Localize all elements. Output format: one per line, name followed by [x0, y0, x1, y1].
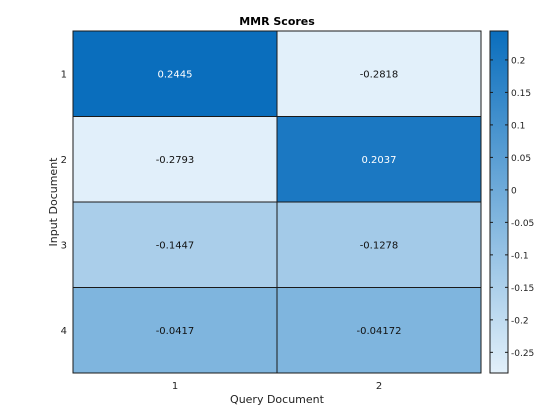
y-axis-ticks: 1 2 3 4 [61, 69, 67, 337]
heatmap-cell [72, 201, 278, 288]
y-tick-label: 2 [61, 155, 67, 166]
y-axis-label: Input Document [47, 157, 60, 247]
colorbar: 0.2 0.15 0.1 0.05 0 -0.05 -0.1 -0.15 -0.2 -0.25 [489, 30, 534, 374]
colorbar-tick-label: -0.05 [511, 219, 534, 229]
x-tick-label: 2 [376, 381, 382, 392]
cell-value-label: -0.0417 [156, 326, 195, 337]
cell-value-label: -0.04172 [357, 326, 402, 337]
colorbar-tick-label: 0.15 [511, 89, 531, 99]
colorbar-tick-label: 0 [511, 186, 517, 196]
y-tick-label: 4 [61, 326, 67, 337]
colorbar-tick-label: 0.05 [511, 154, 531, 164]
heatmap-cell [276, 30, 482, 117]
heatmap-cell [72, 116, 278, 203]
y-tick-label: 3 [61, 240, 67, 251]
colorbar-tick-label: -0.25 [511, 349, 534, 359]
cell-value-label: -0.1278 [360, 240, 399, 251]
heatmap-cell [276, 201, 482, 288]
chart-title: MMR Scores [239, 15, 315, 28]
colorbar-tick-label: -0.15 [511, 284, 534, 294]
colorbar-tick-label: -0.1 [511, 251, 529, 261]
heatmap-cells: 0.2445 -0.2818 -0.2793 0.2037 -0.1447 -0.1278… [72, 30, 482, 374]
cell-value-label: -0.2793 [156, 155, 195, 166]
plot-frame [72, 30, 482, 374]
y-tick-label: 1 [61, 69, 67, 80]
heatmap-cell [276, 116, 482, 203]
cell-value-label: 0.2037 [362, 155, 397, 166]
colorbar-tick-label: 0.1 [511, 121, 525, 131]
heatmap-cell [72, 30, 278, 117]
colorbar-tick-label: 0.2 [511, 56, 525, 66]
cell-value-label: 0.2445 [158, 69, 193, 80]
heatmap-cell [276, 287, 482, 374]
x-tick-label: 1 [172, 381, 178, 392]
x-axis-label: Query Document [230, 393, 325, 406]
cell-value-label: -0.1447 [156, 240, 195, 251]
cell-value-label: -0.2818 [360, 69, 399, 80]
colorbar-gradient [489, 30, 509, 374]
colorbar-tick-label: -0.2 [511, 316, 529, 326]
